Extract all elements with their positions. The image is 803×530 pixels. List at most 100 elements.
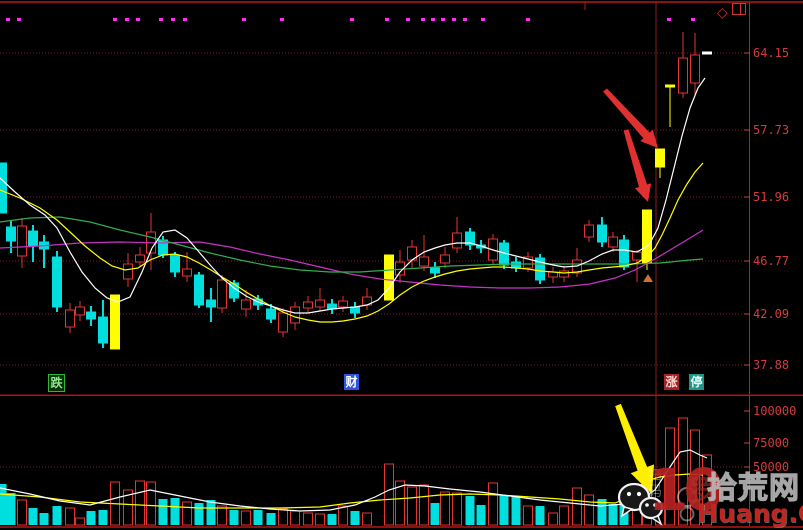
- signal-dot: [385, 18, 389, 21]
- candle-body: [511, 261, 521, 269]
- volume-bar-down: [535, 506, 545, 525]
- split-window-icon[interactable]: [731, 3, 746, 15]
- candle-body-up: [64, 309, 76, 328]
- candle-body: [665, 84, 675, 88]
- price-label: 57.73: [753, 123, 790, 137]
- signal-dot: [481, 18, 485, 21]
- volume-bar-up: [289, 510, 301, 526]
- candle-body: [110, 294, 120, 350]
- signal-dot: [526, 18, 530, 21]
- volume-bar-down: [206, 500, 216, 525]
- watermark-domain: Huang.CN: [697, 499, 803, 528]
- candle-body-up: [314, 299, 326, 308]
- candle-body: [619, 239, 629, 268]
- volume-bar-down: [430, 503, 440, 525]
- volume-bar-down: [350, 511, 360, 525]
- candle-body-up: [216, 279, 228, 309]
- signal-dot: [421, 18, 425, 21]
- candle-body: [642, 209, 652, 264]
- price-label: 51.96: [753, 190, 790, 204]
- candle-body-up: [439, 254, 451, 264]
- candle-body: [535, 257, 545, 281]
- candle-body: [86, 311, 96, 320]
- volume-label: 100000: [753, 404, 797, 418]
- candle-body: [384, 254, 394, 301]
- candle-body: [350, 306, 360, 314]
- price-label: 46.77: [753, 254, 790, 268]
- candle-body-up: [302, 301, 314, 309]
- diamond-icon[interactable]: ◇: [717, 5, 728, 21]
- signal-dot: [280, 18, 284, 21]
- candle-body: [655, 148, 665, 168]
- candle-body: [194, 274, 204, 306]
- ma-white-line: [0, 77, 706, 314]
- volume-bar-up: [337, 505, 349, 526]
- volume-bar-up: [547, 512, 559, 526]
- watermark-ring: [679, 506, 695, 522]
- event-marker-停[interactable]: 停: [689, 374, 704, 390]
- ma-green-line: [0, 216, 704, 273]
- volume-bar-up: [689, 429, 701, 526]
- candle-body: [206, 299, 216, 308]
- candle-body: [52, 256, 62, 308]
- volume-bar-down: [98, 510, 108, 525]
- volume-bar-up: [277, 508, 289, 526]
- event-marker-财[interactable]: 财: [344, 374, 359, 390]
- volume-bar-down: [511, 496, 521, 525]
- candle-body-up: [16, 225, 28, 257]
- volume-bar-down: [39, 513, 49, 525]
- volume-bar-up: [134, 480, 146, 526]
- volume-bar-up: [122, 489, 134, 526]
- candle-body-up: [277, 312, 289, 333]
- watermark-ring: [677, 487, 697, 507]
- event-marker-跌[interactable]: 跌: [48, 374, 65, 392]
- candle-body-up: [677, 57, 689, 94]
- volume-bar-up: [701, 454, 713, 526]
- ma-purple-line: [0, 229, 704, 289]
- signal-dot: [6, 18, 10, 21]
- volume-bar-up: [181, 501, 193, 526]
- volume-label: 50000: [753, 460, 790, 474]
- volume-bar-down: [327, 514, 337, 525]
- candle-body-up: [689, 54, 701, 84]
- volume-bar-up: [451, 492, 463, 526]
- volume-bar-down: [266, 513, 276, 525]
- candle-body-up: [289, 306, 301, 324]
- candle-body-up: [240, 299, 252, 310]
- volume-bar-down: [253, 510, 263, 525]
- volume-bar-down: [0, 484, 7, 525]
- price-label: 42.09: [753, 307, 790, 321]
- candle-body-up: [451, 232, 463, 249]
- candle-body-up: [134, 254, 146, 263]
- signal-dot: [113, 18, 117, 21]
- volume-bar-up: [16, 499, 28, 526]
- candle-body-up: [631, 251, 643, 261]
- triangle-marker: [643, 274, 653, 282]
- red-arrow-annotation: [623, 129, 652, 202]
- candle-body: [465, 231, 475, 246]
- candle-body: [98, 316, 108, 344]
- candle-body: [28, 230, 38, 247]
- yellow-arrow-annotation: [615, 403, 655, 494]
- signal-dot: [171, 18, 175, 21]
- event-marker-涨[interactable]: 涨: [664, 374, 679, 390]
- volume-bar-up: [487, 482, 499, 526]
- volume-bar-up: [216, 505, 228, 526]
- signal-dot: [406, 18, 410, 21]
- volume-bar-up: [439, 491, 451, 526]
- candle-body: [0, 162, 7, 214]
- wechat-icon: [617, 482, 664, 526]
- volume-bar-down: [476, 505, 486, 525]
- volume-bar-down: [6, 493, 16, 525]
- volume-bar-up: [406, 486, 418, 526]
- signal-dot: [431, 18, 435, 21]
- volume-bar-down: [465, 496, 475, 525]
- candle-body-up: [607, 236, 619, 248]
- volume-bar-up: [571, 487, 583, 526]
- candle-body: [266, 308, 276, 320]
- volume-bar-up: [558, 505, 570, 526]
- candle-body-up: [181, 268, 193, 277]
- window-controls: ◇: [717, 3, 746, 20]
